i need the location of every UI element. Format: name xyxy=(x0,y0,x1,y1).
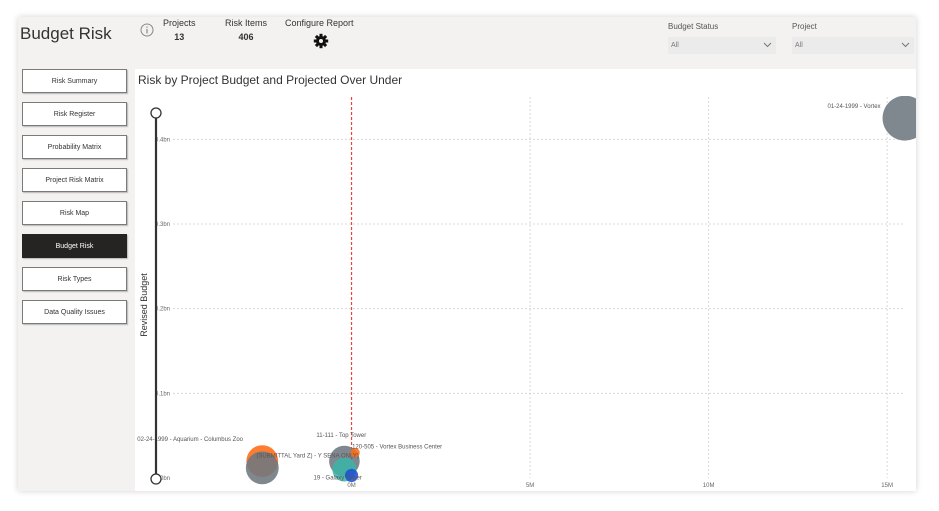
y-axis-slider[interactable] xyxy=(150,107,162,485)
sidebar-item-label: Project Risk Matrix xyxy=(45,176,104,184)
x-tick-label: 15M xyxy=(881,483,893,489)
sidebar-item-budget-risk[interactable]: Budget Risk xyxy=(22,234,127,258)
configure-report[interactable]: Configure Report xyxy=(285,18,354,28)
y-axis-label: Revised Budget xyxy=(139,273,149,337)
filter-budget-status-label: Budget Status xyxy=(668,22,719,31)
y-tick-label: 0.3bn xyxy=(155,222,170,228)
gear-icon[interactable] xyxy=(313,33,329,49)
sidebar-item-project-risk-matrix[interactable]: Project Risk Matrix xyxy=(22,168,127,192)
bubble-label: 01-24-1999 - Vortex xyxy=(828,104,881,110)
kpi-projects-value: 13 xyxy=(174,32,185,42)
sidebar-item-probability-matrix[interactable]: Probability Matrix xyxy=(22,135,127,159)
bubble-label: 120-505 - Vortex Business Center xyxy=(352,445,442,451)
bubble-point[interactable] xyxy=(344,468,359,483)
bubble-label: 11-111 - Top Tower xyxy=(316,433,366,439)
bubble-label: 19 - Galaxy Tower xyxy=(314,475,362,481)
chart-panel: Risk by Project Budget and Projected Ove… xyxy=(135,69,916,491)
y-axis-handle-top[interactable] xyxy=(150,107,162,119)
grid-lines xyxy=(173,97,905,478)
sidebar-item-label: Risk Types xyxy=(57,275,92,283)
sidebar-item-risk-map[interactable]: Risk Map xyxy=(22,201,127,225)
sidebar-item-label: Budget Risk xyxy=(55,242,94,250)
kpi-risk-items-label: Risk Items xyxy=(225,18,268,28)
kpi-projects: Projects 13 xyxy=(163,18,196,42)
y-tick-label: 0.0bn xyxy=(155,476,170,482)
sidebar-item-label: Risk Register xyxy=(53,110,96,118)
report-header: Budget Risk Projects 13 Risk Items 406 C… xyxy=(18,17,916,69)
x-tick-label: 5M xyxy=(526,483,534,489)
axis-ticks: 0.0bn 0.1bn 0.2bn 0.3bn 0.4bn 0M 5M 10M 15M xyxy=(155,137,893,489)
bubble-point[interactable] xyxy=(245,451,279,485)
y-tick-label: 0.4bn xyxy=(155,137,170,143)
sidebar-item-risk-types[interactable]: Risk Types xyxy=(22,267,127,291)
bubble-chart[interactable]: 01-24-1999 - Vortex 02-24-1999 - Aquarium… xyxy=(135,69,916,491)
y-axis-handle-bottom[interactable] xyxy=(150,473,162,485)
sidebar-item-label: Risk Summary xyxy=(51,77,98,85)
y-tick-label: 0.1bn xyxy=(155,391,170,397)
sidebar-item-label: Data Quality Issues xyxy=(44,308,105,316)
bubble-layer xyxy=(245,96,916,485)
bubble-point[interactable] xyxy=(350,447,360,458)
bubble-point[interactable] xyxy=(882,96,916,141)
filter-project-select[interactable]: All xyxy=(792,37,914,54)
sidebar-item-label: Probability Matrix xyxy=(47,143,102,151)
filter-project-value: All xyxy=(795,42,803,49)
x-tick-label: 10M xyxy=(703,483,715,489)
filter-project-label: Project xyxy=(792,22,817,31)
sidebar-nav: Risk Summary Risk Register Probability M… xyxy=(18,69,134,491)
sidebar-item-risk-register[interactable]: Risk Register xyxy=(22,102,127,126)
bubble-labels: 01-24-1999 - Vortex 02-24-1999 - Aquarium… xyxy=(137,104,880,481)
sidebar-item-data-quality-issues[interactable]: Data Quality Issues xyxy=(22,300,127,324)
sidebar-item-label: Risk Map xyxy=(59,209,90,217)
x-tick-label: 0M xyxy=(347,483,355,489)
bubble-label: (SUBMITTAL Yard Z) - Y SENA ONLY) xyxy=(256,454,358,460)
filter-budget-status-select[interactable]: All xyxy=(668,37,776,54)
chevron-down-icon xyxy=(763,42,772,48)
configure-report-label: Configure Report xyxy=(285,18,354,28)
report-frame: Budget Risk Projects 13 Risk Items 406 C… xyxy=(18,17,916,491)
page-title: Budget Risk xyxy=(20,24,112,43)
y-tick-label: 0.2bn xyxy=(155,307,170,313)
sidebar-item-risk-summary[interactable]: Risk Summary xyxy=(22,69,127,93)
kpi-risk-items-value: 406 xyxy=(238,32,254,42)
kpi-risk-items: Risk Items 406 xyxy=(225,18,267,42)
bubble-label: 02-24-1999 - Aquarium - Columbus Zoo xyxy=(137,437,243,443)
chevron-down-icon xyxy=(901,42,910,48)
chart-title: Risk by Project Budget and Projected Ove… xyxy=(138,73,403,87)
info-icon[interactable] xyxy=(140,23,154,37)
filter-budget-status-value: All xyxy=(671,42,679,49)
kpi-projects-label: Projects xyxy=(163,18,196,28)
